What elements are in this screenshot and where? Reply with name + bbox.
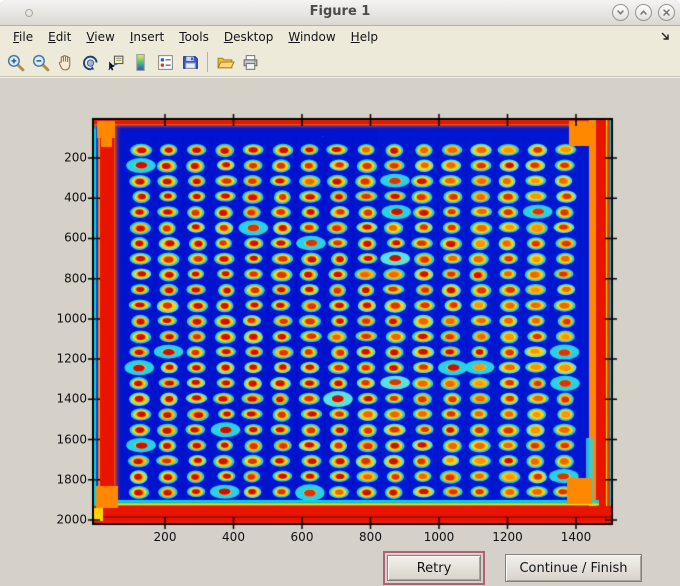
colorbar-icon: [135, 53, 145, 71]
menu-bar: File Edit View Insert Tools Desktop Window Help: [0, 26, 680, 48]
y-tick-label: 200: [64, 150, 87, 165]
window-controls: [612, 4, 675, 21]
y-tick-label: 400: [64, 190, 87, 205]
toolbar: [0, 48, 680, 77]
retry-button[interactable]: Retry: [383, 551, 485, 585]
print-icon: [243, 54, 257, 70]
x-tick-label: 800: [359, 530, 382, 544]
dock-figure-icon[interactable]: [660, 31, 671, 42]
y-tick-label: 1000: [56, 311, 87, 326]
y-tick-label: 800: [64, 270, 87, 285]
save-icon: [182, 55, 198, 69]
open-file-button[interactable]: [213, 50, 237, 75]
x-tick-label: 600: [290, 530, 314, 544]
print-figure-button[interactable]: [238, 50, 262, 75]
pan-button[interactable]: [53, 50, 77, 75]
figure-canvas-area: Retry Continue / Finish 200 400 600 800 1000…: [0, 77, 680, 586]
data-cursor-button[interactable]: [103, 50, 127, 75]
menu-item-file[interactable]: File: [13, 30, 34, 44]
zoom-in-button[interactable]: [3, 50, 27, 75]
rotate-3d-icon: [82, 55, 98, 70]
chevron-up-icon: [640, 10, 647, 15]
y-tick-label: 1400: [56, 391, 87, 406]
window-menu-icon[interactable]: [25, 9, 33, 17]
close-button[interactable]: [658, 4, 675, 21]
menu-item-help[interactable]: Help: [350, 30, 379, 44]
menu-item-window[interactable]: Window: [288, 30, 336, 44]
maximize-button[interactable]: [635, 4, 652, 21]
toolbar-separator: [207, 52, 208, 72]
x-tick-label: 1400: [560, 530, 592, 544]
y-tick-label: 600: [64, 230, 87, 245]
chevron-down-icon: [617, 10, 624, 15]
x-tick-label: 1000: [423, 530, 455, 544]
menu-item-edit[interactable]: Edit: [48, 30, 72, 44]
x-tick-label: 1200: [492, 530, 523, 544]
menu-item-desktop[interactable]: Desktop: [223, 30, 274, 44]
y-tick-label: 2000: [56, 512, 87, 527]
y-tick-label: 1600: [56, 431, 87, 446]
window-title: Figure 1: [309, 4, 371, 19]
x-tick-label: 200: [153, 530, 177, 544]
rotate-3d-button[interactable]: [78, 50, 102, 75]
minimize-button[interactable]: [612, 4, 629, 21]
y-tick-label: 1800: [56, 472, 87, 487]
x-tick-label: 400: [222, 530, 245, 544]
save-figure-button[interactable]: [178, 50, 202, 75]
insert-colorbar-button[interactable]: [128, 50, 152, 75]
zoom-out-icon: [32, 54, 49, 71]
insert-legend-button[interactable]: [153, 50, 177, 75]
menu-item-insert[interactable]: Insert: [129, 30, 165, 44]
plot-image[interactable]: [86, 112, 619, 531]
y-tick-label: 1200: [56, 351, 87, 366]
close-icon: [663, 9, 670, 16]
menu-item-tools[interactable]: Tools: [179, 30, 209, 44]
zoom-in-icon: [7, 54, 24, 71]
menu-item-view[interactable]: View: [86, 30, 115, 44]
zoom-out-button[interactable]: [28, 50, 52, 75]
open-folder-icon: [216, 57, 235, 68]
continue-finish-button[interactable]: Continue / Finish: [505, 554, 642, 582]
pan-hand-icon: [58, 54, 70, 70]
legend-icon: [157, 54, 173, 70]
data-cursor-icon: [107, 55, 123, 71]
titlebar[interactable]: Figure 1: [0, 0, 680, 26]
